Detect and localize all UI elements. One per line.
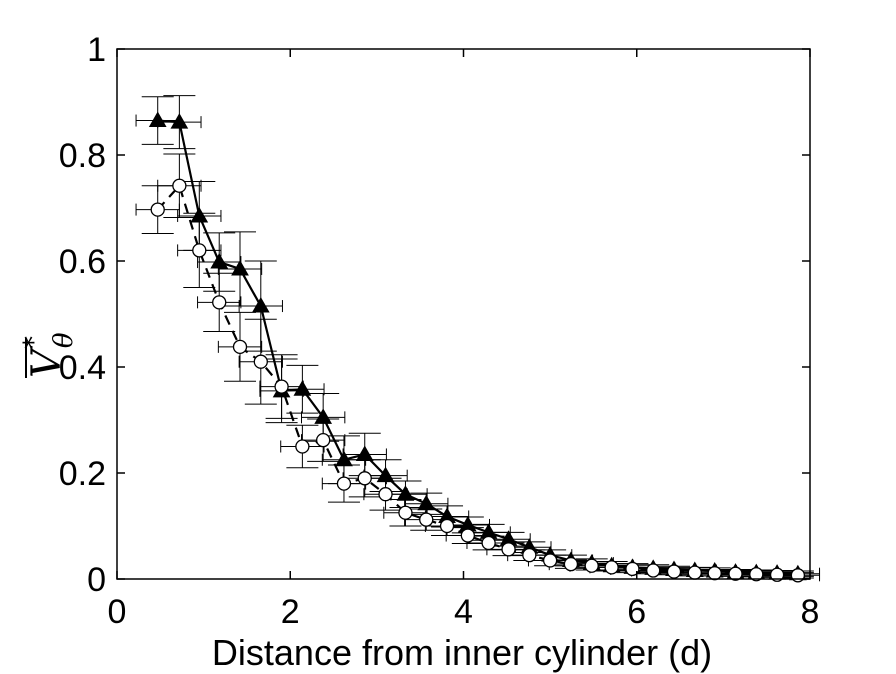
- y-tick-label: 1: [87, 31, 106, 69]
- x-axis-label: Distance from inner cylinder (d): [212, 632, 712, 673]
- series-1-error-bars: [135, 95, 821, 580]
- data-point-circle: [316, 432, 331, 448]
- data-point-triangle: [417, 494, 436, 511]
- x-tick-label: 0: [108, 593, 127, 631]
- series-1: [135, 95, 821, 581]
- y-axis-label-base: V: [24, 345, 70, 378]
- data-point-circle: [584, 558, 599, 573]
- data-point-circle: [150, 202, 165, 217]
- data-point-circle: [769, 567, 785, 582]
- data-point-circle: [295, 439, 310, 454]
- data-point-triangle: [231, 259, 249, 276]
- data-point-circle: [687, 565, 702, 580]
- data-point-circle: [274, 379, 289, 394]
- data-point-circle: [398, 505, 413, 520]
- data-point-triangle: [148, 111, 167, 128]
- plot-frame: [116, 48, 811, 580]
- data-point-circle: [439, 518, 455, 534]
- y-axis-label-subscript: θ: [49, 332, 79, 348]
- data-point-circle: [253, 354, 268, 369]
- data-point-circle: [728, 566, 743, 581]
- data-point-circle: [212, 295, 227, 310]
- data-point-circle: [749, 567, 764, 582]
- data-point-circle: [378, 487, 393, 502]
- series-1-markers: [148, 111, 807, 581]
- data-point-triangle: [170, 113, 189, 129]
- data-point-circle: [707, 566, 722, 581]
- data-point-circle: [481, 535, 496, 551]
- y-tick-label: 0.6: [59, 243, 106, 281]
- x-tick-label: 4: [454, 593, 473, 631]
- y-axis-label-superscript: *: [19, 336, 49, 349]
- data-point-circle: [604, 560, 619, 575]
- data-point-triangle: [293, 380, 312, 396]
- data-point-circle: [522, 548, 537, 563]
- x-tick-label: 6: [627, 593, 646, 631]
- data-point-circle: [336, 476, 352, 491]
- data-point-circle: [501, 542, 516, 557]
- data-point-circle: [232, 339, 248, 355]
- data-point-triangle: [355, 445, 374, 461]
- y-tick-label: 0.8: [59, 137, 106, 175]
- data-point-circle: [666, 564, 682, 579]
- data-point-circle: [460, 528, 475, 543]
- y-axis-label-text: V*θ: [19, 332, 79, 378]
- data-point-circle: [357, 471, 372, 486]
- data-point-circle: [625, 561, 640, 577]
- x-tick-label: 2: [281, 593, 300, 631]
- data-point-circle: [790, 568, 806, 583]
- y-tick-label: 0: [87, 561, 106, 599]
- data-point-circle: [542, 553, 558, 568]
- data-point-circle: [172, 178, 187, 193]
- data-point-circle: [419, 512, 434, 527]
- data-point-circle: [192, 243, 207, 258]
- y-axis-label: V*θ: [19, 332, 79, 378]
- data-point-triangle: [251, 297, 270, 313]
- x-tick-label: 8: [801, 593, 820, 631]
- series-2-markers: [150, 178, 806, 583]
- data-point-circle: [646, 563, 661, 578]
- series-2: [135, 153, 821, 583]
- y-tick-label: 0.2: [59, 455, 106, 493]
- data-point-triangle: [210, 253, 229, 269]
- data-point-circle: [563, 557, 579, 572]
- y-tick-label: 0.4: [59, 349, 106, 387]
